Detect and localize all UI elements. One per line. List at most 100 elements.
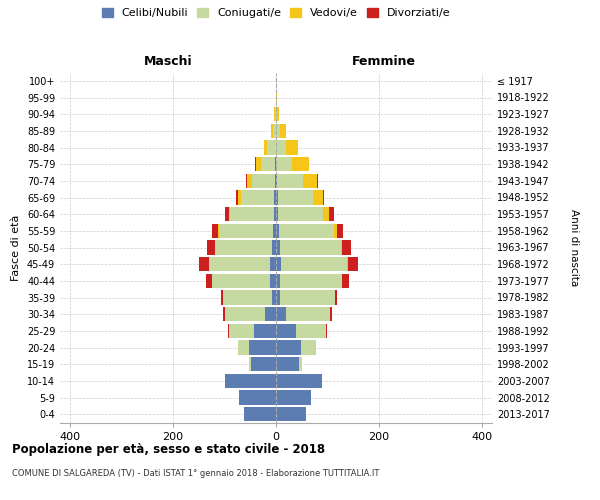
Bar — [343, 274, 349, 288]
Bar — [245, 174, 247, 188]
Bar — [276, 207, 278, 221]
Bar — [301, 340, 316, 354]
Bar — [276, 257, 281, 271]
Bar — [323, 207, 329, 221]
Bar — [276, 324, 296, 338]
Bar — [215, 240, 272, 254]
Bar — [241, 190, 274, 204]
Bar — [230, 207, 274, 221]
Bar — [335, 290, 337, 304]
Bar — [276, 140, 286, 154]
Bar — [276, 224, 278, 238]
Text: Femmine: Femmine — [352, 54, 416, 68]
Bar — [276, 190, 278, 204]
Bar — [275, 107, 276, 121]
Bar — [247, 174, 252, 188]
Bar — [254, 324, 276, 338]
Bar — [348, 257, 358, 271]
Y-axis label: Anni di nascita: Anni di nascita — [569, 209, 579, 286]
Bar — [238, 340, 249, 354]
Bar — [206, 274, 212, 288]
Bar — [271, 124, 273, 138]
Bar — [276, 290, 280, 304]
Bar — [278, 207, 323, 221]
Bar — [224, 374, 276, 388]
Bar — [278, 190, 313, 204]
Bar — [276, 174, 277, 188]
Bar — [330, 307, 332, 322]
Bar — [286, 307, 330, 322]
Bar — [276, 374, 322, 388]
Bar — [299, 357, 302, 371]
Bar — [276, 157, 292, 171]
Bar — [281, 257, 347, 271]
Bar — [280, 290, 335, 304]
Bar — [280, 240, 341, 254]
Bar — [286, 140, 298, 154]
Bar — [209, 257, 270, 271]
Bar — [224, 207, 229, 221]
Legend: Celibi/Nubili, Coniugati/e, Vedovi/e, Divorziati/e: Celibi/Nubili, Coniugati/e, Vedovi/e, Di… — [100, 6, 452, 20]
Bar — [223, 290, 272, 304]
Bar — [270, 257, 276, 271]
Bar — [341, 240, 342, 254]
Bar — [277, 107, 279, 121]
Bar — [326, 324, 328, 338]
Bar — [212, 224, 218, 238]
Bar — [252, 174, 275, 188]
Bar — [334, 224, 337, 238]
Bar — [317, 174, 318, 188]
Bar — [276, 240, 280, 254]
Bar — [280, 274, 342, 288]
Bar — [276, 107, 277, 121]
Bar — [249, 340, 276, 354]
Bar — [236, 190, 238, 204]
Bar — [275, 174, 276, 188]
Bar — [265, 307, 276, 322]
Bar — [292, 157, 309, 171]
Text: Maschi: Maschi — [143, 54, 193, 68]
Bar — [261, 157, 275, 171]
Bar — [224, 307, 265, 322]
Bar — [278, 224, 334, 238]
Bar — [276, 340, 301, 354]
Bar — [267, 140, 276, 154]
Bar — [276, 357, 299, 371]
Text: Popolazione per età, sesso e stato civile - 2018: Popolazione per età, sesso e stato civil… — [12, 442, 325, 456]
Bar — [323, 190, 325, 204]
Bar — [347, 257, 348, 271]
Bar — [227, 324, 229, 338]
Bar — [221, 290, 223, 304]
Bar — [256, 157, 261, 171]
Bar — [199, 257, 209, 271]
Bar — [276, 124, 280, 138]
Bar — [313, 190, 323, 204]
Bar — [276, 407, 306, 421]
Bar — [239, 390, 276, 404]
Bar — [218, 224, 220, 238]
Bar — [342, 240, 351, 254]
Bar — [337, 224, 343, 238]
Bar — [274, 207, 276, 221]
Bar — [272, 240, 276, 254]
Bar — [296, 324, 326, 338]
Bar — [273, 124, 276, 138]
Bar — [229, 207, 230, 221]
Bar — [207, 240, 215, 254]
Y-axis label: Fasce di età: Fasce di età — [11, 214, 21, 280]
Bar — [244, 407, 276, 421]
Bar — [249, 357, 251, 371]
Bar — [229, 324, 254, 338]
Bar — [277, 174, 303, 188]
Bar — [274, 190, 276, 204]
Bar — [238, 190, 241, 204]
Bar — [329, 207, 334, 221]
Bar — [251, 357, 276, 371]
Bar — [276, 307, 286, 322]
Bar — [223, 307, 224, 322]
Bar — [276, 274, 280, 288]
Bar — [303, 174, 317, 188]
Text: COMUNE DI SALGAREDA (TV) - Dati ISTAT 1° gennaio 2018 - Elaborazione TUTTITALIA.: COMUNE DI SALGAREDA (TV) - Dati ISTAT 1°… — [12, 469, 379, 478]
Bar — [272, 290, 276, 304]
Bar — [212, 274, 270, 288]
